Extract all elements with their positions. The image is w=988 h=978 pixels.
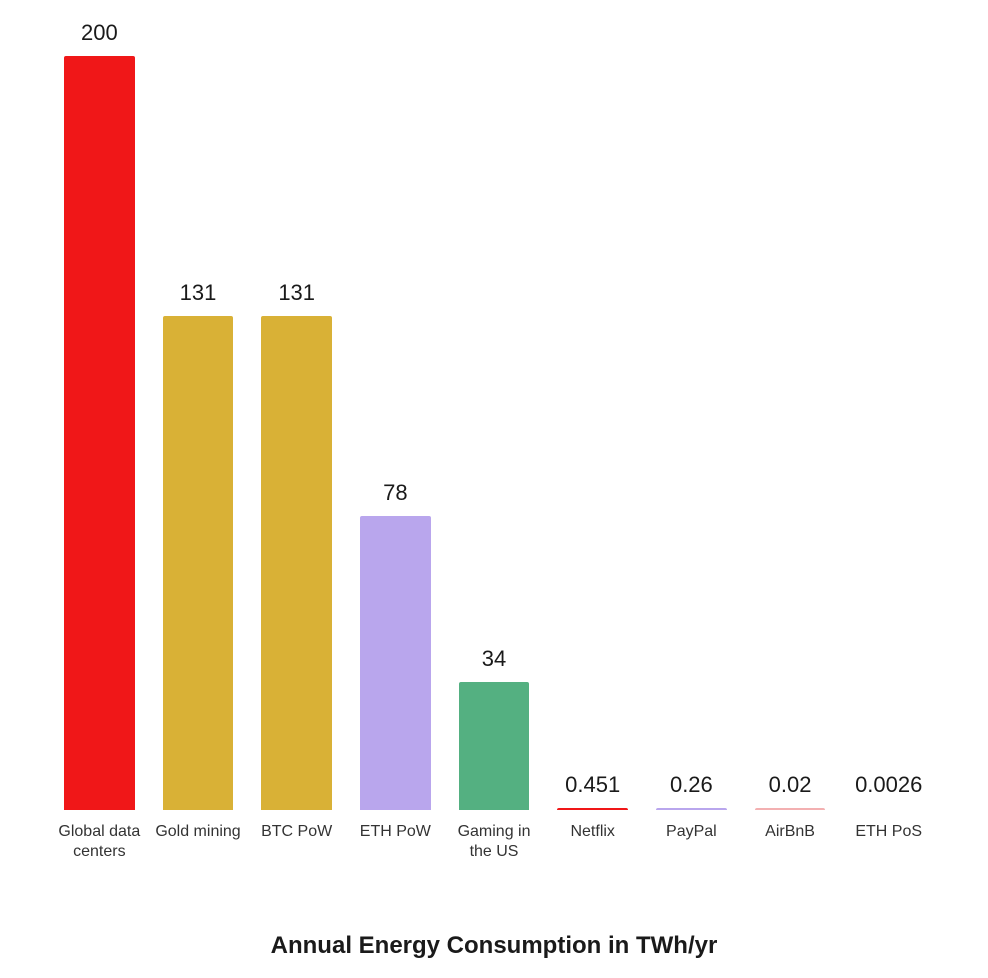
bar-slot: 131 [153,20,244,810]
energy-consumption-chart: 200 131 131 78 34 0.451 0.26 0.02 [50,20,938,918]
bar-slot: 131 [251,20,342,810]
bar-value: 0.02 [769,772,812,798]
bar-rect [360,516,431,810]
bar-slot: 78 [350,20,441,810]
bar-value: 200 [81,20,118,46]
bar-slot: 0.451 [547,20,638,810]
bar-rect [163,316,234,810]
bar-label: Netflix [547,822,638,862]
bar-slot: 0.02 [745,20,836,810]
bar-slot: 200 [54,20,145,810]
bar-rect [557,808,628,810]
bar-slot: 0.26 [646,20,737,810]
bar-rect [656,808,727,810]
bar-rect [261,316,332,810]
bar-label: BTC PoW [251,822,342,862]
bar-value: 0.0026 [855,772,922,798]
chart-title: Annual Energy Consumption in TWh/yr [0,932,988,960]
bar-value: 0.451 [565,772,620,798]
bar-label: Gold mining [153,822,244,862]
bar-rect [853,808,924,810]
labels-row: Global data centers Gold mining BTC PoW … [50,810,938,862]
bar-value: 0.26 [670,772,713,798]
bar-label: Global data centers [54,822,145,862]
bar-slot: 34 [449,20,540,810]
bar-rect [459,682,530,810]
bar-slot: 0.0026 [843,20,934,810]
bars-area: 200 131 131 78 34 0.451 0.26 0.02 [50,20,938,810]
bar-rect [64,56,135,810]
bar-label: AirBnB [745,822,836,862]
bar-value: 34 [482,646,506,672]
bar-label: ETH PoW [350,822,441,862]
bar-label: Gaming in the US [449,822,540,862]
bar-label: PayPal [646,822,737,862]
bar-value: 78 [383,480,407,506]
bar-rect [755,808,826,810]
bar-value: 131 [278,280,315,306]
bar-label: ETH PoS [843,822,934,862]
bar-value: 131 [180,280,217,306]
